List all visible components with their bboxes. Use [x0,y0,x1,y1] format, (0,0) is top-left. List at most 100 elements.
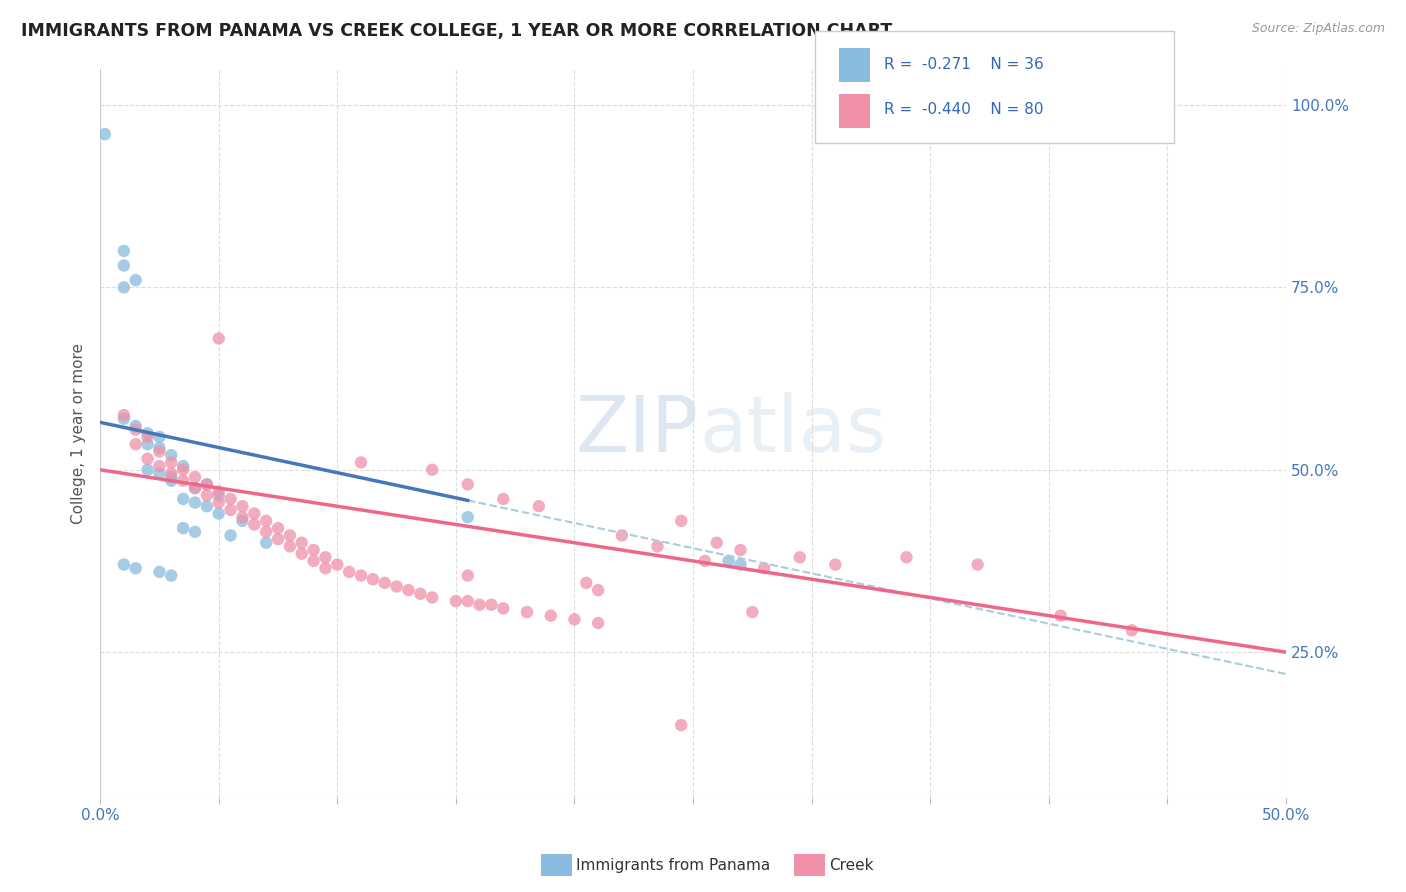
Text: Creek: Creek [830,858,875,872]
Point [254,535,277,549]
Point [172,474,194,488]
Point [136,451,159,466]
Point [730,543,752,558]
Point [148,565,170,579]
Point [564,612,586,626]
Point [492,601,515,615]
Point [136,430,159,444]
Point [457,568,479,582]
Point [160,568,183,582]
Point [468,598,491,612]
Text: IMMIGRANTS FROM PANAMA VS CREEK COLLEGE, 1 YEAR OR MORE CORRELATION CHART: IMMIGRANTS FROM PANAMA VS CREEK COLLEGE,… [21,22,893,40]
Point [789,550,811,565]
Point [314,561,336,575]
Point [457,477,479,491]
Point [243,507,266,521]
Point [172,463,194,477]
Point [444,594,467,608]
Point [409,587,432,601]
Point [208,495,231,509]
Point [160,448,183,462]
Point [219,491,242,506]
Text: R =  -0.440    N = 80: R = -0.440 N = 80 [884,102,1043,117]
Text: atlas: atlas [699,392,886,467]
Point [195,477,218,491]
Point [457,510,479,524]
Point [160,470,183,484]
Point [647,540,669,554]
Point [160,474,183,488]
Point [160,467,183,481]
Point [267,521,290,535]
Point [1049,608,1071,623]
Text: Source: ZipAtlas.com: Source: ZipAtlas.com [1251,22,1385,36]
Point [1121,624,1143,638]
Point [374,575,396,590]
Point [208,484,231,499]
Point [492,491,515,506]
Point [516,605,538,619]
Point [160,455,183,469]
Point [741,605,763,619]
Point [208,488,231,502]
Point [361,572,384,586]
Point [824,558,846,572]
Point [112,558,135,572]
Point [243,517,266,532]
Point [575,575,598,590]
Point [231,500,253,514]
Point [326,558,349,572]
Point [112,259,135,273]
Point [125,273,148,287]
Point [420,463,443,477]
Y-axis label: College, 1 year or more: College, 1 year or more [72,343,86,524]
Point [586,615,609,630]
Text: ZIP: ZIP [576,392,699,467]
Point [184,470,207,484]
Text: Immigrants from Panama: Immigrants from Panama [576,858,770,872]
Point [94,127,117,141]
Point [208,507,231,521]
Point [172,459,194,474]
Point [125,423,148,437]
Point [586,583,609,598]
Point [231,510,253,524]
Point [195,488,218,502]
Point [136,463,159,477]
Point [172,521,194,535]
Point [254,514,277,528]
Point [112,244,135,258]
Point [184,495,207,509]
Point [350,455,373,469]
Point [148,441,170,455]
Point [385,580,408,594]
Point [302,543,325,558]
Point [420,591,443,605]
Point [457,594,479,608]
Point [278,540,301,554]
Point [254,524,277,539]
Point [195,477,218,491]
Point [481,598,503,612]
Point [610,528,633,542]
Point [136,437,159,451]
Point [208,331,231,345]
Point [136,426,159,441]
Point [314,550,336,565]
Point [231,514,253,528]
Point [219,503,242,517]
Point [398,583,420,598]
Point [172,491,194,506]
Point [717,554,740,568]
Point [184,524,207,539]
Point [148,459,170,474]
Point [125,419,148,434]
Point [337,565,360,579]
Point [302,554,325,568]
Point [184,481,207,495]
Text: R =  -0.271    N = 36: R = -0.271 N = 36 [884,57,1045,72]
Point [112,408,135,422]
Point [219,528,242,542]
Point [148,430,170,444]
Point [291,547,314,561]
